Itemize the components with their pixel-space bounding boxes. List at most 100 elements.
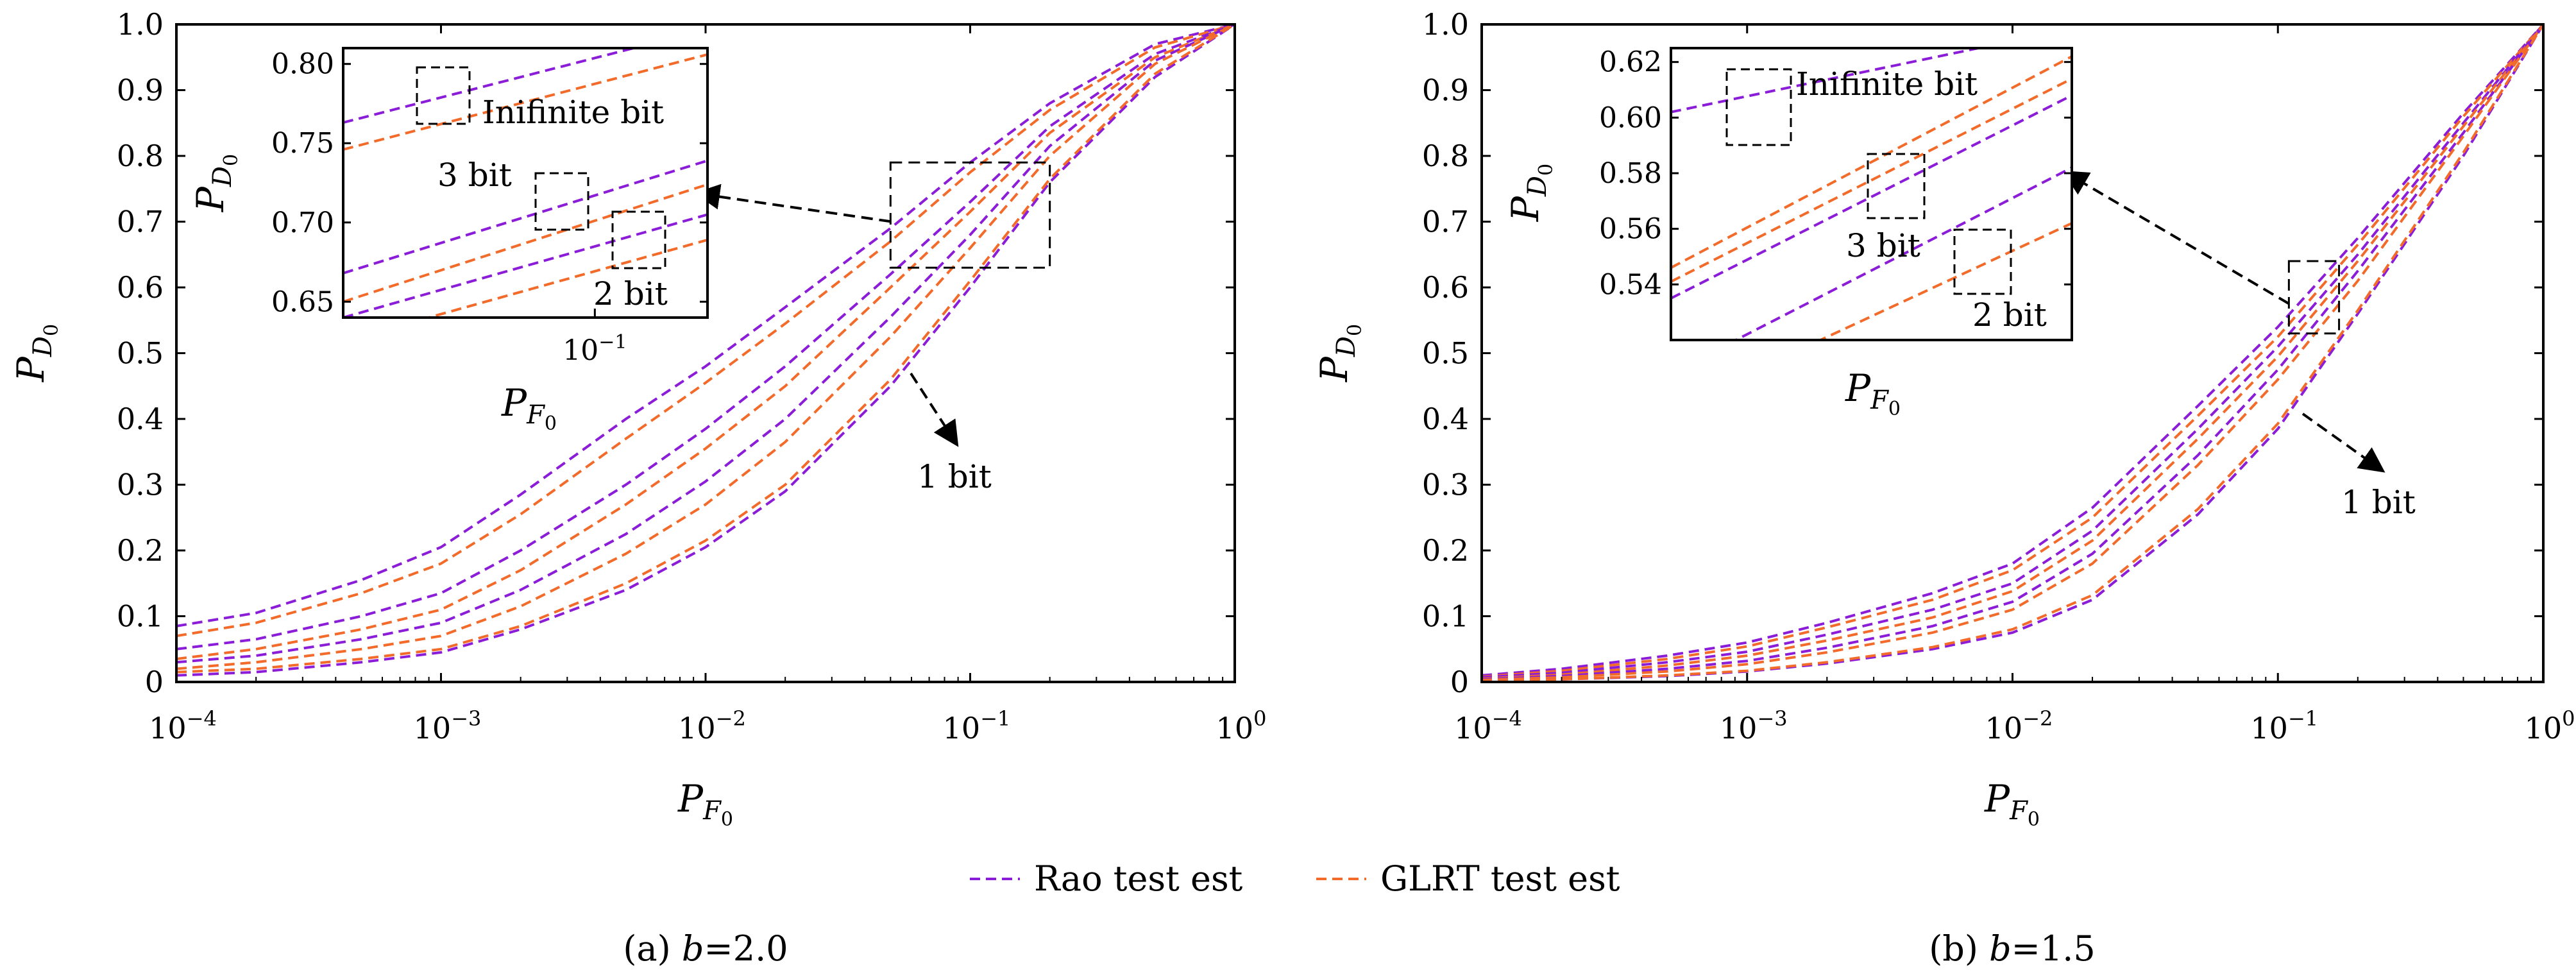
panel-1-y-tick-label-9: 0.9 <box>1422 73 1469 108</box>
panel-1-series-glrt-3 <box>1482 24 2543 680</box>
panel-0-inset-y-tick-label-3: 0.80 <box>271 48 334 81</box>
panel-a-inset-label-infinite: Inifinite bit <box>482 94 664 131</box>
panel-a-inset-box-3bit <box>534 172 589 231</box>
panel-b: 10−4 10−3 10−2 10−1 100 00.10.20.30.40.50.60… <box>1312 7 2575 831</box>
panel-a-inset-frame <box>342 47 709 319</box>
panel-a-x-label: PF0 <box>677 777 733 831</box>
panel-b-inset-box-infinite <box>1725 68 1792 146</box>
panel-a: 10−4 10−3 10−2 10−1 100 00.10.20.30.40.50.60… <box>9 7 1266 831</box>
panel-0-series-glrt-5 <box>176 24 1235 670</box>
panel-0-x-tick-label-2: 10−2 <box>678 706 746 745</box>
panel-b-zoom-arrow <box>2062 170 2290 305</box>
panel-1-y-tick-label-2: 0.2 <box>1422 533 1469 568</box>
panel-0-y-tick-label-9: 0.9 <box>117 73 164 108</box>
panel-b-inset: 0.54 0.56 0.58 0.60 0.62 PD0 PF0 Inifinite b… <box>1504 46 2073 420</box>
panel-a-inset: 0.65 0.70 0.75 0.80 10−1 PD0 PF0 Inifinite … <box>189 47 709 435</box>
panel-1-y-tick-label-0: 0 <box>1450 665 1469 699</box>
panel-b-zoom-box <box>2287 260 2341 335</box>
panel-a-inset-box-2bit <box>611 210 666 269</box>
panel-1-y-tick-label-3: 0.3 <box>1422 468 1469 502</box>
panel-1-x-tick-label-2: 10−2 <box>1985 706 2053 745</box>
panel-1-y-tick-label-8: 0.8 <box>1422 139 1469 173</box>
panel-0-y-tick-label-3: 0.3 <box>117 468 164 502</box>
svg-text:10−1: 10−1 <box>563 331 627 367</box>
panel-0-series-rao-4 <box>176 24 1235 664</box>
panel-0-inset-y-tick-label-0: 0.65 <box>271 285 334 318</box>
panel-a-series <box>176 24 1235 677</box>
panel-b-inset-series <box>1671 48 2072 340</box>
panel-1-y-tick-label-10: 1.0 <box>1422 7 1469 42</box>
panel-a-1bit-label: 1 bit <box>917 458 992 495</box>
panel-a-inset-x-label: PF0 <box>501 381 557 435</box>
panel-1-inset-y-tick-label-2: 0.58 <box>1599 157 1662 190</box>
panel-0-inset-y-tick-label-1: 0.70 <box>271 207 334 239</box>
panel-a-y-ticks: 0 0.1 0.2 0.3 0.4 0.5 0.6 0.7 0.8 0.9 1.0 <box>117 7 1235 699</box>
panel-1-inset-y-tick-label-0: 0.54 <box>1599 268 1662 301</box>
panel-0-inset-y-tick-label-2: 0.75 <box>271 127 334 160</box>
panel-0-series-rao-0 <box>176 24 1235 627</box>
panel-0-series-rao-2 <box>176 24 1235 651</box>
panel-1-series-rao-4 <box>1482 24 2543 681</box>
panel-0-series-glrt-7 <box>176 24 1235 674</box>
panel-b-inset-y-label: PD0 <box>1504 164 1557 222</box>
panel-0-y-tick-label-4: 0.4 <box>117 402 164 436</box>
panel-b-1bit-label: 1 bit <box>2341 484 2416 521</box>
panel-0-inset-series-glrt-1 <box>343 53 708 151</box>
panel-1-inset-series-rao-3 <box>1671 94 2072 300</box>
panel-0-y-tick-label-6: 0.6 <box>117 270 164 305</box>
panel-0-x-tick-label-0: 10−4 <box>149 706 217 745</box>
panel-0-y-tick-label-8: 0.8 <box>117 139 164 173</box>
panel-1-inset-series-rao-0 <box>1671 48 1985 114</box>
panel-1-inset-y-tick-label-4: 0.62 <box>1599 46 1662 79</box>
legend: Rao test est GLRT test est <box>970 858 1620 899</box>
panel-1-x-tick-label-0: 10−4 <box>1454 706 1522 745</box>
panel-0-series-glrt-3 <box>176 24 1235 661</box>
panel-1-series-rao-0 <box>1482 24 2543 677</box>
panel-a-inset-label-2bit: 2 bit <box>593 275 668 312</box>
legend-label-rao: Rao test est <box>1034 858 1243 899</box>
panel-1-series-glrt-7 <box>1482 24 2543 682</box>
panel-b-x-label: PF0 <box>1984 777 2040 831</box>
panel-a-inset-box-infinite <box>416 66 471 125</box>
panel-0-y-tick-label-2: 0.2 <box>117 533 164 568</box>
legend-label-glrt: GLRT test est <box>1380 858 1620 899</box>
panel-0-series-glrt-1 <box>176 24 1235 638</box>
panel-0-y-tick-label-0: 0 <box>145 665 164 699</box>
caption-a: (a) b=2.0 <box>623 928 788 969</box>
panel-b-x-ticks: 10−4 10−3 10−2 10−1 100 <box>1454 24 2575 745</box>
caption-b: (b) b=1.5 <box>1929 928 2096 969</box>
panel-0-y-tick-label-10: 1.0 <box>117 7 164 42</box>
panel-a-inset-x-tick: 10−1 <box>563 309 627 367</box>
panel-0-y-tick-label-1: 0.1 <box>117 599 164 634</box>
panel-0-x-tick-label-3: 10−1 <box>943 706 1011 745</box>
panel-0-y-tick-label-5: 0.5 <box>117 336 164 371</box>
panel-a-x-ticks: 10−4 10−3 10−2 10−1 100 <box>149 24 1266 745</box>
panel-1-inset-series-glrt-1 <box>1671 55 2072 269</box>
panel-1-y-tick-label-5: 0.5 <box>1422 336 1469 371</box>
panel-1-y-tick-label-4: 0.4 <box>1422 402 1469 436</box>
panel-b-inset-y-ticks: 0.54 0.56 0.58 0.60 0.62 <box>1599 46 2072 301</box>
panel-1-y-tick-label-1: 0.1 <box>1422 599 1469 634</box>
panel-1-inset-series-glrt-2 <box>1671 77 2072 283</box>
panel-b-inset-label-2bit: 2 bit <box>1972 296 2047 334</box>
panel-b-y-ticks: 0 0.1 0.2 0.3 0.4 0.5 0.6 0.7 0.8 0.9 1.0 <box>1422 7 2543 699</box>
panel-1-y-tick-label-7: 0.7 <box>1422 205 1469 239</box>
panel-a-inset-label-3bit: 3 bit <box>437 157 512 194</box>
panel-a-inset-y-ticks: 0.65 0.70 0.75 0.80 <box>271 48 708 318</box>
panel-1-inset-y-tick-label-3: 0.60 <box>1599 101 1662 134</box>
panel-b-1bit-arrow <box>2301 413 2385 473</box>
panel-b-inset-label-3bit: 3 bit <box>1846 227 1920 264</box>
panel-a-1bit-arrow <box>910 372 959 447</box>
panel-1-inset-series-rao-4 <box>1733 166 2072 340</box>
panel-a-y-label: PD0 <box>9 324 63 382</box>
panel-1-series-rao-2 <box>1482 24 2543 679</box>
panel-b-inset-box-2bit <box>1953 228 2012 295</box>
panel-1-series-glrt-5 <box>1482 24 2543 681</box>
panel-b-inset-label-infinite: Inifinite bit <box>1796 65 1978 103</box>
panel-1-inset-y-tick-label-1: 0.56 <box>1599 213 1662 246</box>
panel-a-inset-series <box>343 48 708 318</box>
panel-1-x-tick-label-1: 10−3 <box>1720 706 1788 745</box>
panel-1-series-glrt-1 <box>1482 24 2543 678</box>
panel-a-zoom-box <box>889 161 1051 269</box>
panel-0-y-tick-label-7: 0.7 <box>117 205 164 239</box>
